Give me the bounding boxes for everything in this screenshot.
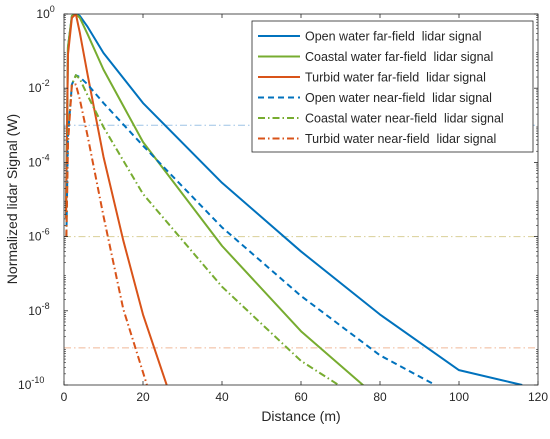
x-tick-label: 20 [136,390,150,404]
series-line-3 [65,74,436,385]
x-tick-label: 80 [373,390,387,404]
legend-label-5: Turbid water near-field lidar signal [305,132,496,146]
y-tick-label: 10-2 [28,78,49,95]
x-tick-label: 60 [294,390,308,404]
y-tick-label: 100 [36,4,54,21]
legend-box [251,20,534,153]
y-tick-label: 10-6 [28,227,49,244]
legend-label-3: Open water near-field lidar signal [305,91,492,105]
x-tick-label: 0 [61,390,68,404]
series-lines [64,14,523,385]
y-axis: 100 10-2 10-4 10-6 10-8 10-10 [18,4,538,392]
y-tick-label: 10-4 [28,152,49,169]
y-tick-label: 10-10 [18,375,44,392]
legend-label-1: Coastal water far-field lidar signal [305,50,493,64]
x-tick-label: 120 [528,390,548,404]
legend: Open water far-field lidar signal Coastal… [251,20,534,153]
y-axis-label: Normalized lidar Signal (W) [4,114,20,284]
series-line-2 [64,14,168,385]
legend-label-0: Open water far-field lidar signal [305,30,481,44]
series-line-5 [65,83,148,385]
x-axis-label: Distance (m) [261,408,340,424]
legend-label-4: Coastal water near-field lidar signal [305,112,504,126]
y-tick-label: 10-8 [28,301,49,318]
legend-label-2: Turbid water far-field lidar signal [305,71,486,85]
x-tick-label: 40 [215,390,229,404]
x-axis: 0 20 40 60 80 100 120 [61,14,548,404]
x-tick-label: 100 [449,390,469,404]
